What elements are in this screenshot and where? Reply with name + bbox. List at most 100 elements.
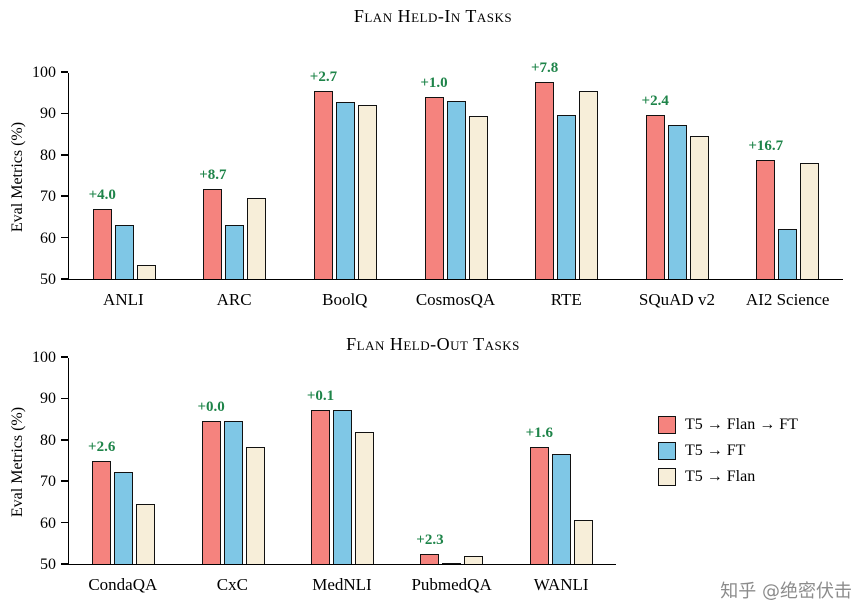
category-label: CxC xyxy=(216,575,248,594)
plot-area: +4.0 +8.7 +2.7 +1.0 +7.8 +2.4 +16.7 xyxy=(61,60,843,280)
bar-group: +2.7 xyxy=(290,69,401,279)
chart-title: Flan Held-Out Tasks xyxy=(346,334,520,354)
bar xyxy=(535,82,555,279)
y-tick-label: 50 xyxy=(40,271,56,288)
category-label: CosmosQA xyxy=(415,290,496,309)
y-tick-label: 80 xyxy=(40,146,56,164)
bar xyxy=(420,553,440,564)
bar xyxy=(223,421,243,564)
y-tick-label: 90 xyxy=(40,390,56,408)
held-out-chart: Flan Held-Out Tasks Eval Metrics (%) 50 6… xyxy=(0,328,866,611)
legend-color-swatch xyxy=(658,468,676,486)
bar xyxy=(136,265,156,279)
y-axis-tick-labels: 50 60 70 80 90 100 xyxy=(30,349,64,573)
bar-group: +2.3 xyxy=(397,358,506,564)
category-label: AI2 Science xyxy=(745,290,830,309)
category-label: WANLI xyxy=(533,575,589,594)
legend-color-swatch xyxy=(658,442,676,460)
bar xyxy=(557,114,577,279)
bar xyxy=(756,159,776,279)
legend-item: T5 → FT xyxy=(658,442,798,460)
legend: T5 → Flan → FT T5 → FT T5 → Flan xyxy=(658,416,798,486)
y-tick-label: 70 xyxy=(40,473,56,491)
bar-group: +2.6 xyxy=(69,358,178,564)
y-tick-label: 90 xyxy=(40,105,56,123)
gain-annotation: +8.7 xyxy=(199,166,227,183)
gain-annotation: +1.0 xyxy=(420,74,448,91)
y-tick-label: 100 xyxy=(32,349,56,366)
bar xyxy=(667,124,687,279)
y-tick-mark xyxy=(61,236,68,239)
x-axis-category-labels: ANLI ARC BoolQ CosmosQA RTE SQuAD v2 AI2 Scien… xyxy=(68,290,843,310)
category-label: BoolQ xyxy=(322,290,368,309)
bar xyxy=(778,228,798,279)
y-tick-label: 50 xyxy=(40,556,56,573)
bar xyxy=(114,472,134,564)
bar xyxy=(333,410,353,564)
y-tick-mark xyxy=(61,397,68,400)
plot-area: +2.6 +0.0 +0.1 +2.3 +1.6 xyxy=(61,356,616,565)
y-tick-label: 80 xyxy=(40,431,56,449)
bar xyxy=(579,90,599,279)
gain-annotation: +2.7 xyxy=(309,68,338,85)
bar xyxy=(442,562,462,564)
bar-group: +0.0 xyxy=(178,358,287,564)
bar-group: +4.0 xyxy=(69,73,180,279)
legend-item-label: T5 → Flan xyxy=(685,468,756,485)
chart-title: Flan Held-In Tasks xyxy=(353,6,513,26)
y-axis-tick-labels: 50 60 70 80 90 100 xyxy=(30,64,64,288)
bar-group: +7.8 xyxy=(511,60,622,279)
bar xyxy=(311,410,331,564)
bar-groups: +4.0 +8.7 +2.7 +1.0 +7.8 +2.4 +16.7 xyxy=(69,60,843,279)
bar xyxy=(313,90,333,279)
y-tick-label: 100 xyxy=(32,64,56,81)
y-tick-mark xyxy=(61,439,68,441)
legend-item: T5 → Flan xyxy=(658,468,798,486)
watermark-text: 知乎 @绝密伏击 xyxy=(720,581,852,602)
gain-annotation: +0.1 xyxy=(306,388,335,404)
gain-annotation: +1.6 xyxy=(525,425,553,442)
gain-annotation: +2.3 xyxy=(416,531,444,548)
bar xyxy=(225,224,245,279)
bar xyxy=(645,114,665,279)
category-label: PubmedQA xyxy=(411,575,492,594)
bar xyxy=(247,198,267,279)
bar xyxy=(114,225,134,279)
y-axis-label: Eval Metrics (%) xyxy=(9,121,26,233)
category-label: CondaQA xyxy=(88,575,158,594)
bar xyxy=(357,105,377,279)
bar xyxy=(464,555,484,564)
bar xyxy=(800,163,820,279)
bar xyxy=(92,461,112,564)
category-label: ANLI xyxy=(103,290,144,309)
category-label: ARC xyxy=(216,290,252,309)
y-tick-mark xyxy=(61,71,68,73)
bar-group: +8.7 xyxy=(180,73,291,279)
x-axis-category-labels: CondaQA CxC MedNLI PubmedQA WANLI xyxy=(68,575,616,595)
legend-item-label: T5 → Flan → FT xyxy=(685,416,798,433)
bar xyxy=(424,96,444,279)
bar xyxy=(245,446,265,564)
y-tick-label: 70 xyxy=(40,188,56,206)
gain-annotation: +0.0 xyxy=(197,399,225,416)
y-tick-mark xyxy=(61,563,68,565)
bar xyxy=(551,453,571,564)
bar xyxy=(529,447,549,564)
legend-item-label: T5 → FT xyxy=(685,442,746,459)
y-tick-label: 60 xyxy=(40,229,56,247)
bar-group: +1.0 xyxy=(401,73,512,279)
bar xyxy=(335,101,355,279)
bar xyxy=(355,432,375,564)
y-tick-mark xyxy=(61,195,68,197)
gain-annotation: +16.7 xyxy=(748,137,784,154)
bar-groups: +2.6 +0.0 +0.1 +2.3 +1.6 xyxy=(69,358,616,564)
bar-group: +1.6 xyxy=(507,358,616,564)
category-label: MedNLI xyxy=(312,575,372,594)
y-tick-mark xyxy=(61,480,68,482)
bar-group: +0.1 xyxy=(288,358,397,564)
category-label: RTE xyxy=(550,290,582,309)
held-in-chart: Flan Held-In Tasks Eval Metrics (%) 50 60… xyxy=(9,6,843,310)
y-tick-mark xyxy=(61,356,68,358)
gain-annotation: +2.6 xyxy=(88,439,116,456)
